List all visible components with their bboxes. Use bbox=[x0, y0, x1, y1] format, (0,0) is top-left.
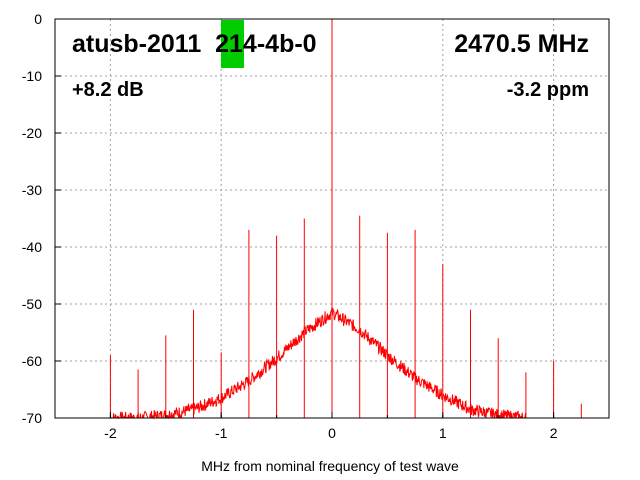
y-tick-label: -40 bbox=[22, 239, 42, 255]
y-tick-label: -30 bbox=[22, 182, 42, 198]
y-tick-label: -20 bbox=[22, 125, 42, 141]
ppm-label: -3.2 ppm bbox=[507, 79, 589, 101]
gain-label: +8.2 dB bbox=[72, 79, 144, 101]
y-tick-label: 0 bbox=[34, 11, 42, 27]
x-tick-label: 0 bbox=[328, 425, 336, 441]
y-tick-label: -50 bbox=[22, 296, 42, 312]
y-tick-label: -60 bbox=[22, 353, 42, 369]
frequency-label: 2470.5 MHz bbox=[454, 30, 589, 58]
x-tick-label: -1 bbox=[215, 425, 228, 441]
x-tick-label: 1 bbox=[439, 425, 447, 441]
ticks: -2 -1 0 1 20-10-20-30-40-50-60-70 bbox=[22, 11, 610, 441]
y-tick-label: -10 bbox=[22, 68, 42, 84]
y-tick-label: -70 bbox=[22, 410, 42, 426]
chart-title: atusb-2011 214-4b-0 bbox=[72, 30, 317, 58]
marker-block bbox=[221, 20, 244, 68]
x-tick-label: -2 bbox=[104, 425, 117, 441]
x-tick-label: 2 bbox=[550, 425, 558, 441]
x-axis-label: MHz from nominal frequency of test wave bbox=[201, 458, 459, 474]
